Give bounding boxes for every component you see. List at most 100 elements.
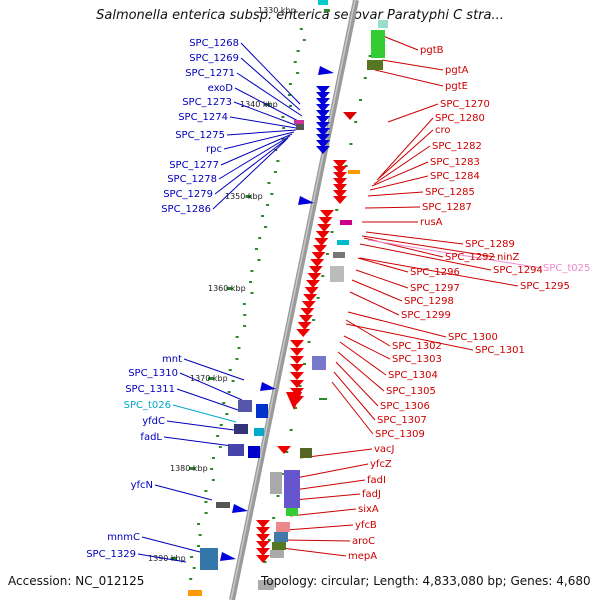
gene-label-spc_1298[interactable]: SPC_1298 xyxy=(404,296,454,307)
gene-label-spc_1311[interactable]: SPC_1311 xyxy=(125,384,175,395)
gene-label-mepa[interactable]: mepA xyxy=(348,551,377,562)
gene-label-spc_1271[interactable]: SPC_1271 xyxy=(185,68,235,79)
gene-label-spc_1289[interactable]: SPC_1289 xyxy=(465,239,515,250)
top-gene-box xyxy=(378,20,388,28)
gc-dot xyxy=(235,336,239,338)
gc-dot xyxy=(225,413,229,415)
gene-label-vacj[interactable]: vacJ xyxy=(374,444,395,455)
gene-label-spc_1310[interactable]: SPC_1310 xyxy=(128,368,178,379)
gene-label-rusa[interactable]: rusA xyxy=(420,217,443,228)
gene-label-spc_1307[interactable]: SPC_1307 xyxy=(377,415,427,426)
gene-label-spc_1286[interactable]: SPC_1286 xyxy=(161,204,211,215)
gene-label-spc_1303[interactable]: SPC_1303 xyxy=(392,354,442,365)
gene-label-spc_t026[interactable]: SPC_t026 xyxy=(124,400,171,411)
gene-label-yfcz[interactable]: yfcZ xyxy=(370,459,392,470)
gene-label-exod[interactable]: exoD xyxy=(208,83,234,94)
label-connector xyxy=(233,101,299,127)
gene-label-cro[interactable]: cro xyxy=(435,125,451,136)
gene-label-spc_1279[interactable]: SPC_1279 xyxy=(163,189,213,200)
gene-label-spc_1305[interactable]: SPC_1305 xyxy=(386,386,436,397)
tick-label: 1350 kbp xyxy=(225,192,263,201)
gene-label-spc_1268[interactable]: SPC_1268 xyxy=(189,38,239,49)
gene-label-sixa[interactable]: sixA xyxy=(358,504,379,515)
gene-label-rpc[interactable]: rpc xyxy=(206,144,222,155)
gc-dot xyxy=(261,215,265,217)
gene-label-fadj[interactable]: fadJ xyxy=(362,489,381,500)
gene-label-spc_1278[interactable]: SPC_1278 xyxy=(167,174,217,185)
gene-label-ninz[interactable]: ninZ xyxy=(497,252,519,263)
gc-dot xyxy=(249,281,253,283)
gene-label-yfcb[interactable]: yfcB xyxy=(355,520,377,531)
label-connector xyxy=(359,257,519,287)
gene-label-spc_1294[interactable]: SPC_1294 xyxy=(493,265,543,276)
gene-label-spc_1274[interactable]: SPC_1274 xyxy=(178,112,228,123)
label-connector xyxy=(212,139,287,210)
gene-label-spc_1301[interactable]: SPC_1301 xyxy=(475,345,525,356)
gc-dot xyxy=(288,83,292,85)
gene-label-spc_1287[interactable]: SPC_1287 xyxy=(422,202,472,213)
gc-dot xyxy=(192,567,196,569)
gc-dot xyxy=(204,501,208,503)
gene-label-spc_1275[interactable]: SPC_1275 xyxy=(175,130,225,141)
gene-label-spc_1300[interactable]: SPC_1300 xyxy=(448,332,498,343)
gene-box xyxy=(276,522,290,532)
gene-label-spc_t025[interactable]: SPC_t025 xyxy=(543,263,590,274)
gene-label-spc_1282[interactable]: SPC_1282 xyxy=(432,141,482,152)
label-connector xyxy=(295,463,369,479)
forward-gene-arrow xyxy=(316,98,330,106)
label-connector xyxy=(378,117,434,179)
gc-dot-track xyxy=(189,28,377,585)
gene-label-pgta[interactable]: pgtA xyxy=(445,65,469,76)
gene-label-spc_1297[interactable]: SPC_1297 xyxy=(410,283,460,294)
gene-label-spc_1269[interactable]: SPC_1269 xyxy=(189,53,239,64)
gene-label-pgte[interactable]: pgtE xyxy=(445,81,468,92)
gc-dot xyxy=(198,534,202,536)
gene-label-pgtb[interactable]: pgtB xyxy=(420,45,444,56)
gene-label-spc_1292[interactable]: SPC_1292 xyxy=(445,252,495,263)
gene-label-fadl[interactable]: fadL xyxy=(140,432,162,443)
gc-dot xyxy=(243,325,247,327)
accession-text: Accession: NC_012125 xyxy=(8,574,145,588)
label-connector xyxy=(289,508,357,517)
gene-label-mnmc[interactable]: mnmC xyxy=(107,532,140,543)
tick-label: 1370 kbp xyxy=(190,374,228,383)
gene-label-spc_1306[interactable]: SPC_1306 xyxy=(380,401,430,412)
gene-label-spc_1296[interactable]: SPC_1296 xyxy=(410,267,460,278)
gene-label-yfdc[interactable]: yfdC xyxy=(142,416,165,427)
gene-label-mnt[interactable]: mnt xyxy=(162,354,182,365)
label-connector xyxy=(357,257,409,273)
gene-label-fadi[interactable]: fadI xyxy=(367,475,386,486)
gene-label-spc_1304[interactable]: SPC_1304 xyxy=(388,370,438,381)
backbone-line xyxy=(229,0,359,600)
label-connector xyxy=(141,536,201,553)
gene-label-spc_1283[interactable]: SPC_1283 xyxy=(430,157,480,168)
forward-gene-arrow xyxy=(290,340,304,348)
gene-label-aroc[interactable]: aroC xyxy=(352,536,375,547)
gene-label-spc_1270[interactable]: SPC_1270 xyxy=(440,99,490,110)
gene-label-spc_1273[interactable]: SPC_1273 xyxy=(182,97,232,108)
gc-dot xyxy=(285,451,289,453)
reverse-gene-arrow xyxy=(298,196,314,205)
gene-label-spc_1285[interactable]: SPC_1285 xyxy=(425,187,475,198)
gc-dot xyxy=(243,314,247,316)
gene-label-spc_1277[interactable]: SPC_1277 xyxy=(169,160,219,171)
gene-label-spc_1309[interactable]: SPC_1309 xyxy=(375,429,425,440)
gene-label-yfcn[interactable]: yfcN xyxy=(131,480,153,491)
pgtA-gene-box xyxy=(367,60,383,70)
label-connector xyxy=(347,311,447,338)
gene-label-spc_1295[interactable]: SPC_1295 xyxy=(520,281,570,292)
gc-dot xyxy=(204,512,208,514)
gene-label-spc_1299[interactable]: SPC_1299 xyxy=(401,310,451,321)
label-connector xyxy=(226,129,297,136)
gene-label-spc_1284[interactable]: SPC_1284 xyxy=(430,171,480,182)
label-connector xyxy=(373,145,431,185)
gc-dot xyxy=(272,517,276,519)
gene-label-spc_1329[interactable]: SPC_1329 xyxy=(86,549,136,560)
forward-gene-arrow xyxy=(290,364,304,372)
forward-gene-arrow xyxy=(318,217,333,225)
gene-label-spc_1302[interactable]: SPC_1302 xyxy=(392,341,442,352)
gene-label-spc_1280[interactable]: SPC_1280 xyxy=(435,113,485,124)
tick-mark xyxy=(245,195,252,198)
label-connector xyxy=(364,206,421,209)
